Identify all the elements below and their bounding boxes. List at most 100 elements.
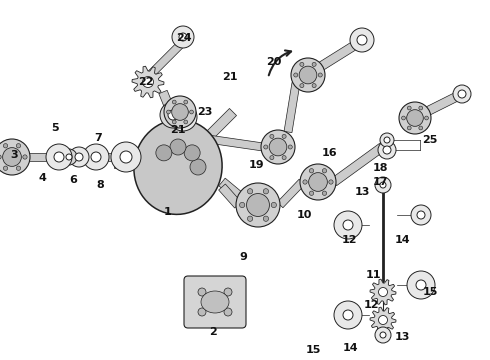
Circle shape bbox=[417, 211, 425, 219]
Circle shape bbox=[407, 271, 435, 299]
Circle shape bbox=[407, 106, 411, 110]
Circle shape bbox=[375, 327, 391, 343]
Circle shape bbox=[282, 156, 286, 159]
Polygon shape bbox=[370, 279, 396, 305]
Circle shape bbox=[61, 149, 77, 165]
Text: 7: 7 bbox=[94, 133, 102, 143]
Circle shape bbox=[184, 100, 188, 104]
Circle shape bbox=[46, 144, 72, 170]
Circle shape bbox=[190, 110, 194, 114]
Polygon shape bbox=[219, 184, 242, 208]
Circle shape bbox=[357, 35, 367, 45]
Circle shape bbox=[378, 315, 388, 324]
Circle shape bbox=[270, 134, 274, 139]
Text: 15: 15 bbox=[422, 287, 438, 297]
Polygon shape bbox=[318, 38, 363, 71]
Polygon shape bbox=[204, 108, 237, 140]
Text: 1: 1 bbox=[164, 207, 172, 217]
Text: 21: 21 bbox=[222, 72, 238, 82]
Circle shape bbox=[343, 310, 353, 320]
Circle shape bbox=[399, 102, 431, 134]
Circle shape bbox=[282, 134, 286, 139]
Text: 4: 4 bbox=[38, 173, 46, 183]
Circle shape bbox=[172, 104, 188, 120]
Circle shape bbox=[309, 173, 327, 192]
Circle shape bbox=[309, 168, 314, 173]
Circle shape bbox=[3, 166, 8, 170]
Circle shape bbox=[384, 137, 390, 143]
Text: 17: 17 bbox=[372, 177, 388, 187]
Circle shape bbox=[111, 142, 141, 172]
Circle shape bbox=[300, 164, 336, 200]
Text: 12: 12 bbox=[363, 300, 379, 310]
Circle shape bbox=[378, 141, 396, 159]
Circle shape bbox=[0, 139, 30, 175]
Text: 25: 25 bbox=[422, 135, 438, 145]
Text: 3: 3 bbox=[10, 150, 18, 160]
Circle shape bbox=[247, 189, 253, 194]
Circle shape bbox=[300, 62, 304, 67]
Polygon shape bbox=[207, 135, 264, 151]
FancyBboxPatch shape bbox=[184, 276, 246, 328]
Circle shape bbox=[261, 130, 295, 164]
Polygon shape bbox=[163, 102, 173, 120]
Circle shape bbox=[309, 191, 314, 195]
Ellipse shape bbox=[201, 291, 229, 313]
Polygon shape bbox=[140, 34, 191, 85]
Circle shape bbox=[383, 146, 391, 154]
Circle shape bbox=[3, 144, 8, 148]
Text: 8: 8 bbox=[96, 180, 104, 190]
Circle shape bbox=[184, 120, 188, 124]
Circle shape bbox=[416, 280, 426, 290]
Text: 15: 15 bbox=[305, 345, 320, 355]
Circle shape bbox=[334, 301, 362, 329]
Circle shape bbox=[23, 155, 27, 159]
Text: 11: 11 bbox=[365, 270, 381, 280]
Polygon shape bbox=[54, 153, 126, 161]
Circle shape bbox=[156, 145, 172, 161]
Circle shape bbox=[164, 96, 196, 128]
Circle shape bbox=[380, 182, 386, 188]
Text: 10: 10 bbox=[296, 210, 312, 220]
Circle shape bbox=[2, 148, 22, 166]
Circle shape bbox=[247, 216, 253, 221]
Text: 14: 14 bbox=[342, 343, 358, 353]
Circle shape bbox=[172, 120, 176, 124]
Circle shape bbox=[270, 156, 274, 159]
Polygon shape bbox=[219, 178, 261, 216]
Text: 13: 13 bbox=[354, 187, 369, 197]
Circle shape bbox=[375, 177, 391, 193]
Circle shape bbox=[83, 144, 109, 170]
Text: 23: 23 bbox=[197, 107, 213, 117]
Circle shape bbox=[322, 191, 327, 195]
Circle shape bbox=[16, 144, 21, 148]
Circle shape bbox=[120, 151, 132, 163]
Circle shape bbox=[425, 116, 428, 120]
Circle shape bbox=[380, 133, 394, 147]
Text: 6: 6 bbox=[69, 175, 77, 185]
Circle shape bbox=[269, 138, 287, 156]
Circle shape bbox=[271, 202, 276, 208]
Polygon shape bbox=[331, 141, 388, 186]
Polygon shape bbox=[114, 156, 134, 168]
Circle shape bbox=[246, 194, 270, 216]
Polygon shape bbox=[284, 82, 300, 132]
Circle shape bbox=[407, 110, 423, 126]
Circle shape bbox=[69, 147, 89, 167]
Circle shape bbox=[299, 66, 317, 84]
Circle shape bbox=[143, 77, 153, 87]
Polygon shape bbox=[132, 66, 164, 98]
Circle shape bbox=[411, 205, 431, 225]
Text: 22: 22 bbox=[138, 77, 154, 87]
Circle shape bbox=[263, 216, 269, 221]
Circle shape bbox=[224, 288, 232, 296]
Circle shape bbox=[329, 180, 333, 184]
Circle shape bbox=[263, 189, 269, 194]
Circle shape bbox=[91, 152, 101, 162]
Circle shape bbox=[190, 159, 206, 175]
Circle shape bbox=[264, 145, 268, 149]
Circle shape bbox=[170, 139, 186, 155]
Polygon shape bbox=[24, 153, 54, 161]
Polygon shape bbox=[159, 90, 177, 119]
Text: 2: 2 bbox=[209, 327, 217, 337]
